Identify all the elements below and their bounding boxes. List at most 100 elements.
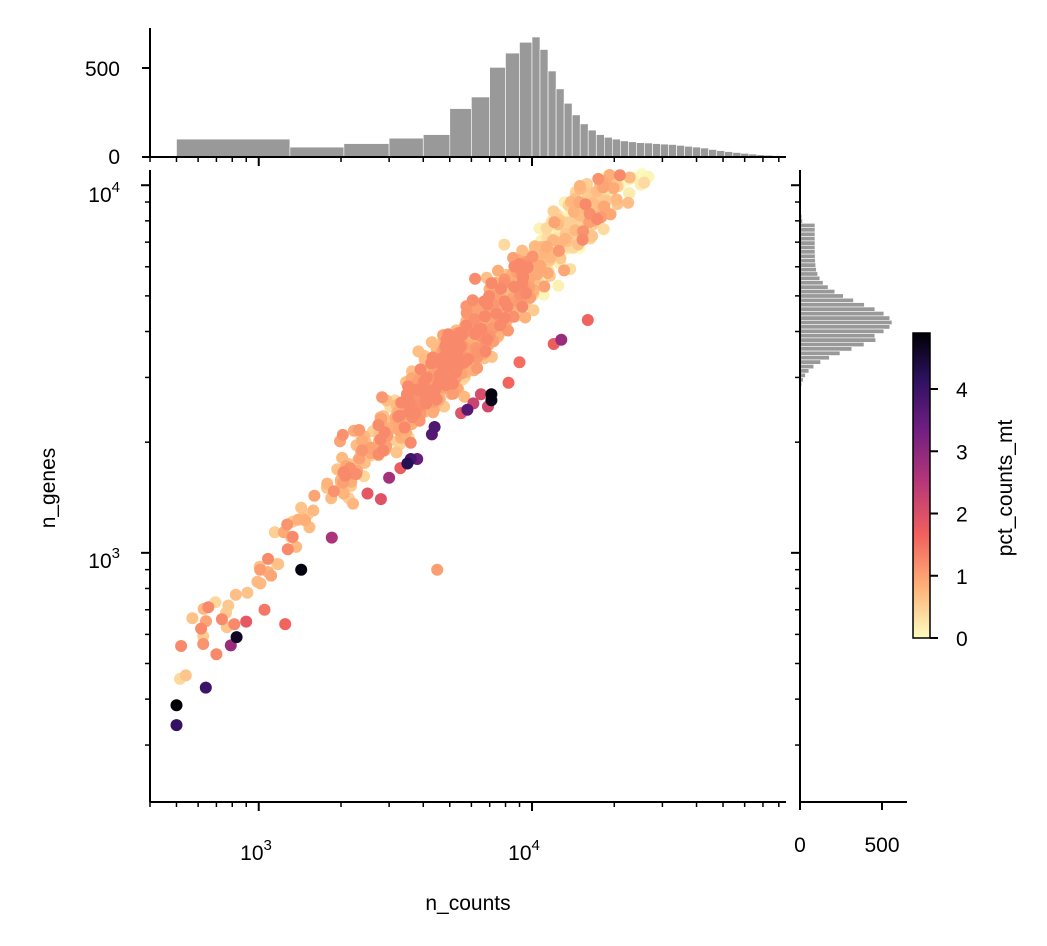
top-histogram-bar — [176, 138, 291, 158]
right-histogram-bar — [799, 275, 821, 281]
scatter-point — [325, 531, 338, 544]
right-histogram-bar — [799, 333, 876, 339]
top-histogram-bar — [519, 41, 533, 158]
scatter-point — [170, 719, 183, 732]
scatter-point — [254, 577, 267, 590]
right-histogram-bar — [799, 337, 876, 343]
scatter-point — [442, 328, 455, 341]
scatter-point — [474, 388, 487, 401]
top-histogram-bar — [700, 147, 709, 158]
top-histogram-bar — [644, 142, 653, 158]
scatter-point — [195, 622, 208, 635]
scatter-point — [307, 504, 320, 517]
right-histogram-bar — [799, 231, 816, 237]
scatter-point — [428, 421, 441, 433]
right-histogram-bar — [799, 315, 891, 321]
colorbar-tick-label: 4 — [956, 379, 968, 402]
scatter-point — [507, 310, 520, 323]
top-histogram-bar — [636, 142, 645, 158]
scatter-point — [254, 563, 267, 576]
scatter-point — [268, 526, 281, 539]
right-histogram-y-ticks — [791, 184, 800, 746]
colorbar-tick-label: 3 — [956, 441, 968, 464]
colorbar-tick-label: 2 — [956, 504, 968, 527]
scatter-point — [199, 681, 212, 694]
scatter-point — [519, 311, 532, 324]
scatter-points — [170, 168, 655, 732]
scatter-point — [439, 358, 452, 371]
scatter-point — [498, 295, 511, 308]
top-histogram-bar — [449, 108, 472, 158]
scatter-point — [573, 180, 586, 192]
scatter-point — [215, 613, 228, 626]
right-histogram-bar — [799, 346, 853, 352]
scatter-point — [458, 390, 471, 403]
top-histogram-bar — [505, 52, 520, 158]
right-histogram-bar — [799, 368, 810, 374]
scatter-point — [559, 232, 572, 245]
top-histogram-bar — [489, 67, 506, 158]
scatter-point — [170, 699, 183, 712]
scatter-point — [295, 501, 308, 514]
top-histogram-bar — [603, 137, 613, 158]
scatter-point — [175, 640, 188, 652]
scatter-y-ticks — [141, 184, 150, 746]
scatter-point — [460, 319, 473, 332]
right-histogram-bars — [799, 205, 893, 436]
scatter-point — [526, 250, 539, 263]
scatter-point — [336, 428, 349, 441]
scatter-point — [308, 489, 321, 502]
scatter-point — [592, 172, 605, 185]
right-histogram-bar — [799, 245, 816, 251]
right-histogram-bar — [799, 311, 885, 317]
x-tick-label-1e4: 104 — [508, 837, 540, 865]
scatter-point — [295, 563, 308, 576]
right-histogram-bar — [799, 350, 841, 356]
scatter-point — [548, 216, 561, 229]
top-histogram-bar — [684, 146, 693, 158]
top-histogram-bar — [547, 70, 557, 158]
right-histogram-bar — [799, 359, 821, 365]
scatter-point — [202, 601, 215, 614]
scatter-point — [222, 599, 235, 612]
scatter-point — [597, 223, 610, 236]
scatter-point — [623, 187, 636, 200]
top-histogram-bar — [539, 49, 549, 158]
scatter-point — [347, 497, 359, 510]
scatter-point — [485, 388, 498, 401]
scatter-point — [286, 530, 299, 543]
right-histogram-bar — [799, 267, 817, 273]
scatter-point — [414, 363, 427, 376]
right-histogram-bar — [799, 293, 844, 299]
scatter-point — [527, 304, 540, 317]
scatter-point — [622, 196, 635, 209]
top-histogram-bar — [422, 134, 451, 158]
top-histogram-tick-label-500: 500 — [85, 58, 120, 81]
top-histogram-bar — [388, 137, 424, 158]
scatter-point — [581, 314, 594, 326]
scatter-point — [265, 569, 278, 582]
top-histogram-bar — [595, 134, 605, 158]
right-histogram-bar — [799, 240, 816, 246]
colorbar-tick-label: 1 — [956, 566, 968, 589]
scatter-point — [376, 391, 389, 404]
scatter-point — [431, 563, 444, 576]
scatter-point — [513, 356, 526, 369]
scatter-point — [534, 259, 547, 272]
top-histogram-bar — [660, 143, 669, 158]
colorbar-ticks: 0 1 2 3 4 — [930, 379, 968, 651]
top-histogram-bar — [531, 36, 541, 158]
joint-scatter-panel: 103 104 103 104 n_counts n_genes — [37, 168, 786, 915]
scatter-point — [427, 406, 439, 419]
top-histogram-bar — [563, 103, 573, 158]
top-histogram-tick-label-0: 0 — [108, 146, 120, 169]
right-histogram-tick-label-0: 0 — [794, 834, 806, 857]
right-histogram-bar — [799, 280, 824, 286]
scatter-point — [567, 205, 580, 218]
scatter-point — [419, 389, 432, 402]
scatter-point — [498, 238, 511, 251]
top-histogram-bar — [587, 129, 597, 158]
scatter-point — [258, 603, 271, 616]
scatter-point — [404, 436, 417, 449]
scatter-point — [353, 424, 366, 436]
